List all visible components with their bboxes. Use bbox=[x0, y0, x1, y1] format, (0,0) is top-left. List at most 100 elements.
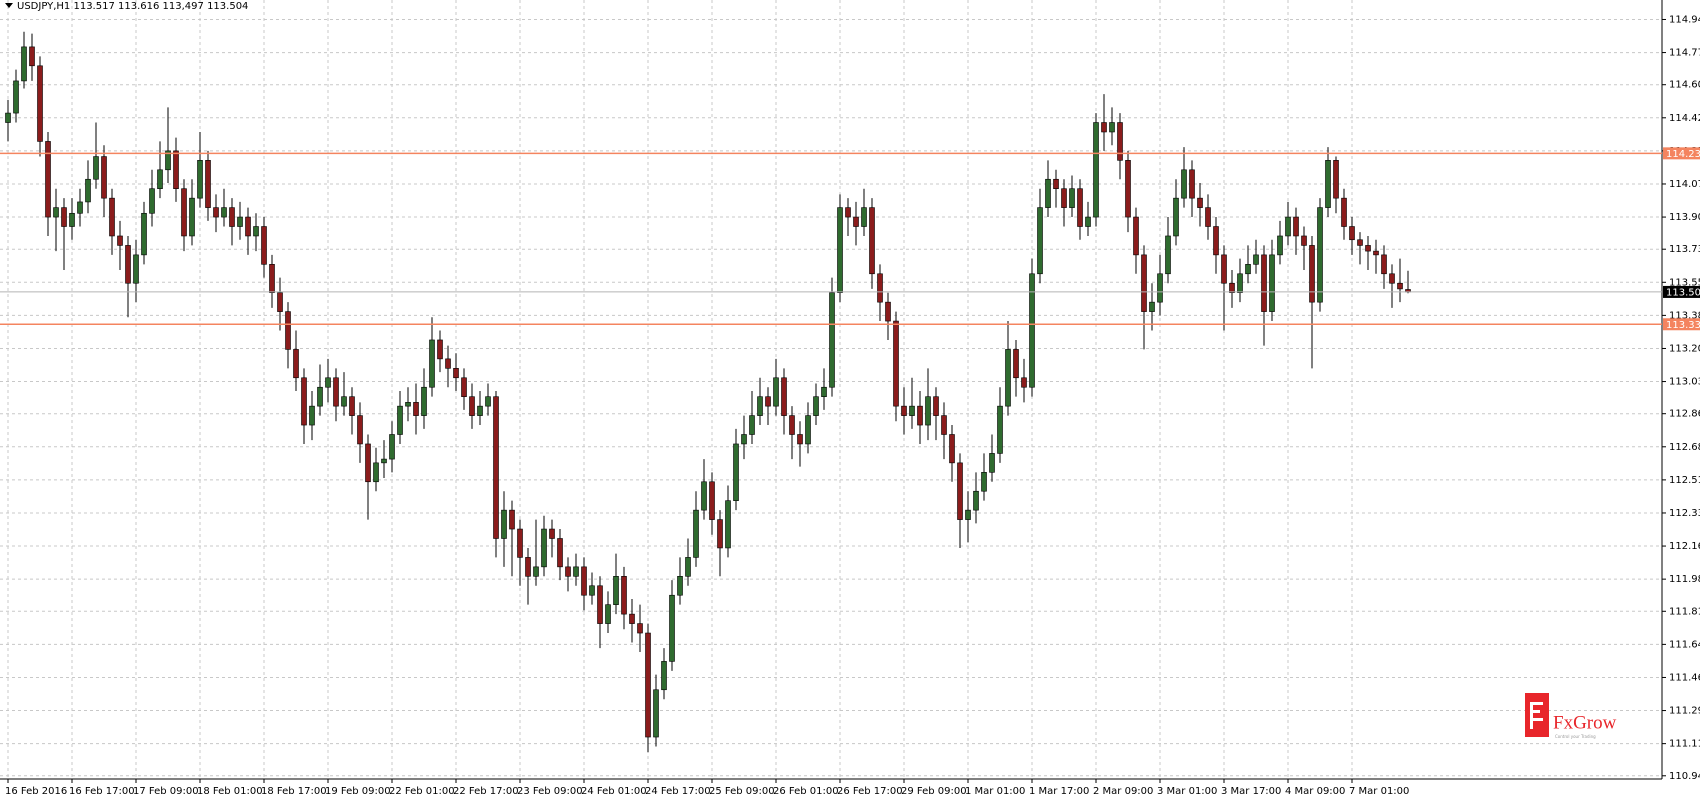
candle-body bbox=[1189, 169, 1195, 199]
y-tick-label: 113.555 bbox=[1669, 277, 1700, 288]
candle-body bbox=[1109, 122, 1115, 133]
candle-body bbox=[461, 377, 467, 397]
candle-body bbox=[533, 566, 539, 577]
candle-body bbox=[669, 594, 675, 662]
candle-body bbox=[965, 509, 971, 520]
candle-body bbox=[149, 188, 155, 214]
candle-body bbox=[621, 576, 627, 615]
candle-body bbox=[565, 566, 571, 577]
candle-body bbox=[1317, 207, 1323, 303]
x-tick-label: 3 Mar 01:00 bbox=[1157, 786, 1217, 797]
candle-body bbox=[733, 443, 739, 501]
candle-body bbox=[549, 528, 555, 539]
candle-body bbox=[365, 443, 371, 483]
candle-body bbox=[1253, 254, 1259, 265]
x-tick-label: 4 Mar 09:00 bbox=[1285, 786, 1345, 797]
y-tick-label: 114.770 bbox=[1669, 48, 1700, 59]
candle-body bbox=[197, 160, 203, 199]
candle-body bbox=[437, 339, 443, 360]
candle-body bbox=[221, 207, 227, 218]
y-tick-label: 111.115 bbox=[1669, 739, 1700, 750]
logo-tagline: Control your Trading bbox=[1555, 734, 1596, 739]
y-tick-label: 114.945 bbox=[1669, 14, 1700, 25]
candle-body bbox=[77, 201, 83, 214]
candle-body bbox=[1181, 169, 1187, 199]
candle-body bbox=[1349, 226, 1355, 241]
y-tick-label: 114.600 bbox=[1669, 80, 1700, 91]
y-tick-label: 114.075 bbox=[1669, 179, 1700, 190]
candle-body bbox=[309, 405, 315, 426]
y-tick-label: 111.640 bbox=[1669, 639, 1700, 650]
candle-body bbox=[597, 585, 603, 624]
candle-body bbox=[1237, 273, 1243, 293]
candle-body bbox=[357, 415, 363, 445]
y-tick-label: 111.985 bbox=[1669, 574, 1700, 585]
collapse-icon[interactable] bbox=[5, 3, 13, 8]
candle-body bbox=[1373, 250, 1379, 256]
candle-body bbox=[757, 396, 763, 416]
level-label-box bbox=[1663, 147, 1700, 160]
candle-body bbox=[429, 339, 435, 388]
candle-body bbox=[453, 368, 459, 379]
candle-body bbox=[325, 377, 331, 388]
candle-body bbox=[69, 212, 75, 227]
candle-body bbox=[709, 481, 715, 520]
candle-body bbox=[317, 386, 323, 407]
candle-body bbox=[109, 197, 115, 237]
candle-body bbox=[1053, 178, 1059, 189]
candle-body bbox=[133, 254, 139, 284]
candle-body bbox=[861, 207, 867, 227]
x-tick-label: 18 Feb 17:00 bbox=[261, 786, 327, 797]
logo-stroke bbox=[1530, 702, 1533, 729]
x-tick-label: 17 Feb 09:00 bbox=[133, 786, 199, 797]
candle-body bbox=[29, 46, 35, 67]
candle-body bbox=[1261, 254, 1267, 312]
logo-stroke bbox=[1530, 710, 1540, 713]
candle-body bbox=[653, 689, 659, 738]
candle-body bbox=[717, 519, 723, 549]
x-tick-label: 26 Feb 17:00 bbox=[837, 786, 903, 797]
candle-body bbox=[253, 226, 259, 237]
candle-body bbox=[829, 292, 835, 388]
candle-body bbox=[1045, 178, 1051, 208]
x-tick-label: 19 Feb 09:00 bbox=[325, 786, 391, 797]
candle-body bbox=[477, 405, 483, 416]
candle-body bbox=[245, 216, 251, 237]
y-tick-label: 112.160 bbox=[1669, 541, 1700, 552]
y-tick-label: 112.335 bbox=[1669, 508, 1700, 519]
candle-body bbox=[421, 386, 427, 416]
candle-body bbox=[333, 377, 339, 407]
candle-body bbox=[1325, 160, 1331, 208]
candle-body bbox=[1357, 239, 1363, 246]
y-tick-label: 113.730 bbox=[1669, 244, 1700, 255]
candle-body bbox=[981, 472, 987, 492]
candle-body bbox=[1213, 226, 1219, 256]
candle-body bbox=[837, 207, 843, 293]
candle-body bbox=[933, 396, 939, 416]
y-tick-label: 111.815 bbox=[1669, 606, 1700, 617]
candle-body bbox=[101, 156, 107, 199]
candle-body bbox=[1133, 216, 1139, 256]
candle-body bbox=[773, 377, 779, 407]
candle-body bbox=[381, 458, 387, 464]
candle-body bbox=[581, 566, 587, 596]
candle-body bbox=[941, 415, 947, 435]
candle-body bbox=[1269, 254, 1275, 312]
candle-body bbox=[213, 207, 219, 218]
x-tick-label: 24 Feb 01:00 bbox=[581, 786, 647, 797]
candle-body bbox=[469, 396, 475, 416]
candle-body bbox=[189, 197, 195, 237]
candle-body bbox=[229, 207, 235, 227]
candle-body bbox=[45, 141, 51, 218]
logo-name: FxGrow bbox=[1553, 712, 1617, 733]
current-price-label: 113.504 bbox=[1666, 287, 1700, 298]
candle-body bbox=[509, 509, 515, 530]
candle-body bbox=[869, 207, 875, 275]
candle-body bbox=[405, 402, 411, 407]
candle-body bbox=[893, 320, 899, 407]
candle-body bbox=[557, 538, 563, 568]
candle-body bbox=[53, 207, 59, 218]
candle-body bbox=[1037, 207, 1043, 275]
